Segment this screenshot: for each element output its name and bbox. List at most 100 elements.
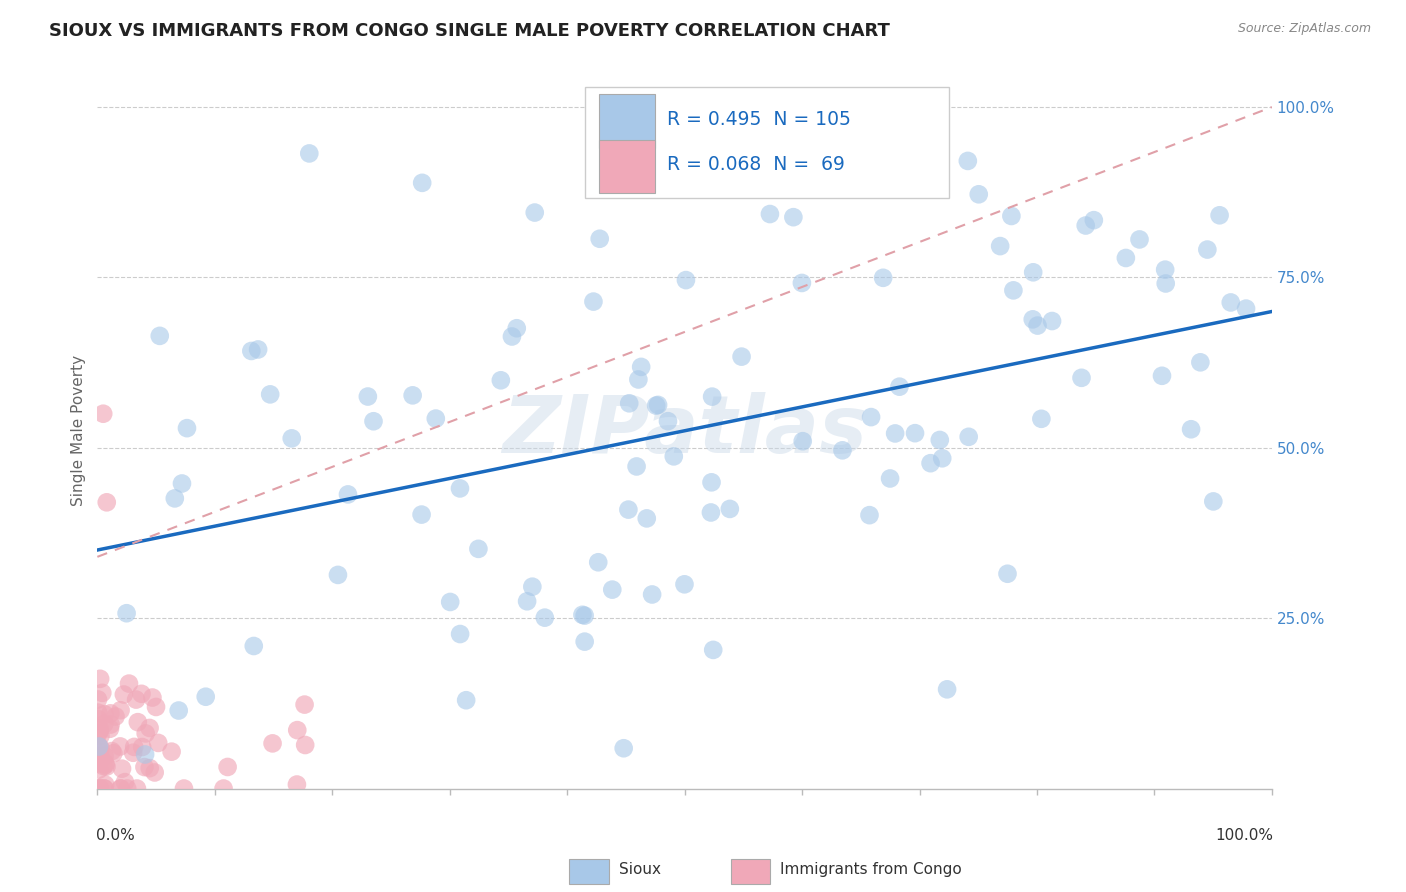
Point bbox=[100, 706, 122, 721]
Point bbox=[89, 729, 111, 743]
Point bbox=[1022, 265, 1045, 279]
Point bbox=[114, 775, 136, 789]
Point bbox=[87, 739, 110, 753]
Point bbox=[931, 451, 953, 466]
Point bbox=[89, 781, 111, 796]
Point bbox=[1040, 314, 1063, 328]
Point bbox=[920, 456, 942, 470]
Point bbox=[1022, 312, 1045, 326]
Point bbox=[138, 721, 160, 735]
Point bbox=[94, 778, 117, 792]
Point bbox=[125, 781, 148, 796]
Point bbox=[647, 398, 669, 412]
Point bbox=[143, 765, 166, 780]
Point bbox=[957, 430, 980, 444]
Point bbox=[1074, 219, 1097, 233]
Point bbox=[242, 639, 264, 653]
Point bbox=[110, 781, 132, 796]
Point bbox=[110, 703, 132, 717]
FancyBboxPatch shape bbox=[599, 95, 655, 148]
Point bbox=[125, 692, 148, 706]
Point bbox=[626, 459, 648, 474]
Point bbox=[91, 407, 114, 421]
Point bbox=[928, 433, 950, 447]
Point bbox=[630, 359, 652, 374]
Point bbox=[627, 372, 650, 386]
Point bbox=[89, 781, 111, 796]
Point bbox=[523, 205, 546, 219]
Text: 0.0%: 0.0% bbox=[96, 828, 135, 843]
Point bbox=[112, 688, 135, 702]
Point bbox=[730, 350, 752, 364]
Point bbox=[1150, 368, 1173, 383]
Point bbox=[87, 706, 110, 720]
Point bbox=[574, 634, 596, 648]
Point bbox=[884, 426, 907, 441]
Point bbox=[600, 582, 623, 597]
Point bbox=[212, 781, 235, 796]
Point bbox=[163, 491, 186, 506]
Point bbox=[294, 698, 316, 712]
Point bbox=[700, 390, 723, 404]
Point bbox=[89, 741, 111, 756]
Point bbox=[134, 747, 156, 762]
Point bbox=[401, 388, 423, 402]
Point bbox=[700, 506, 723, 520]
Point bbox=[1070, 371, 1092, 385]
Point bbox=[93, 759, 115, 773]
Point bbox=[135, 726, 157, 740]
Point bbox=[636, 511, 658, 525]
FancyBboxPatch shape bbox=[585, 87, 949, 198]
Point bbox=[167, 704, 190, 718]
Point bbox=[122, 746, 145, 760]
Point bbox=[1219, 295, 1241, 310]
Point bbox=[103, 746, 125, 760]
Point bbox=[122, 739, 145, 754]
Point bbox=[1026, 318, 1049, 333]
Point bbox=[589, 232, 612, 246]
Point bbox=[936, 682, 959, 697]
Point bbox=[411, 176, 433, 190]
Point bbox=[93, 707, 115, 722]
Point bbox=[176, 421, 198, 435]
Point bbox=[141, 690, 163, 705]
Point bbox=[1128, 232, 1150, 246]
Text: Immigrants from Congo: Immigrants from Congo bbox=[780, 863, 962, 877]
Point bbox=[489, 373, 512, 387]
Point bbox=[718, 502, 741, 516]
Point bbox=[571, 607, 593, 622]
Point bbox=[149, 329, 172, 343]
Point bbox=[170, 476, 193, 491]
Point bbox=[115, 781, 138, 796]
Point bbox=[285, 778, 308, 792]
Point bbox=[1197, 243, 1219, 257]
Point bbox=[94, 757, 117, 772]
Point bbox=[516, 594, 538, 608]
Point bbox=[87, 744, 110, 758]
Point bbox=[425, 411, 447, 425]
Point bbox=[1002, 284, 1025, 298]
Point bbox=[87, 726, 110, 740]
Point bbox=[860, 410, 883, 425]
Point bbox=[1154, 277, 1177, 291]
Point bbox=[1115, 251, 1137, 265]
Point bbox=[110, 781, 132, 796]
Point bbox=[673, 577, 696, 591]
Point bbox=[1031, 412, 1053, 426]
Point bbox=[262, 736, 284, 750]
Point bbox=[134, 760, 156, 774]
Point bbox=[363, 414, 385, 428]
Point bbox=[87, 763, 110, 777]
Text: R = 0.495  N = 105: R = 0.495 N = 105 bbox=[666, 110, 851, 129]
Point bbox=[110, 739, 132, 754]
Text: 100.0%: 100.0% bbox=[1215, 828, 1272, 843]
Point bbox=[111, 762, 134, 776]
Point bbox=[91, 686, 114, 700]
Point bbox=[956, 153, 979, 168]
Point bbox=[872, 270, 894, 285]
Point bbox=[138, 761, 160, 775]
Y-axis label: Single Male Poverty: Single Male Poverty bbox=[72, 355, 86, 507]
Point bbox=[93, 717, 115, 731]
Point bbox=[96, 495, 118, 509]
Point bbox=[87, 739, 110, 754]
